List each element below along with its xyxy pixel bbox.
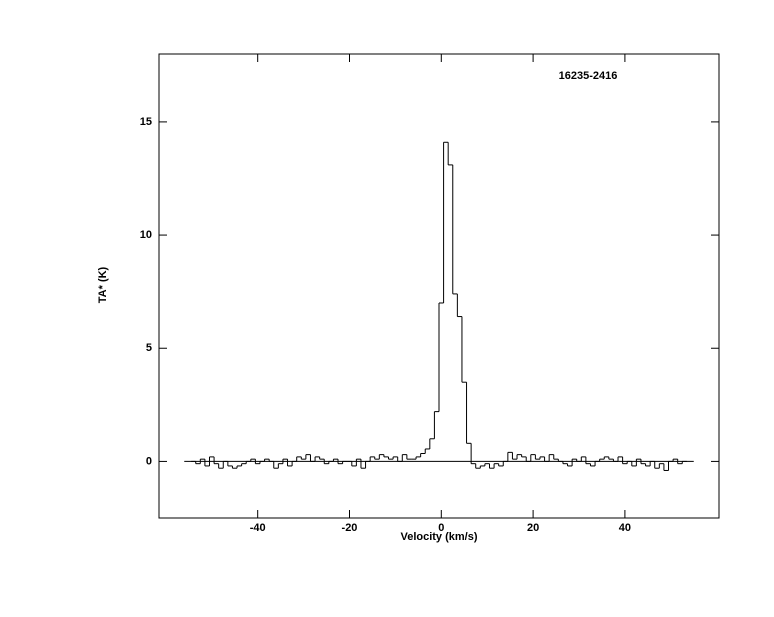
y-tick-label: 15 [140,116,152,128]
y-tick-label: 0 [146,455,152,467]
x-tick-label: 20 [527,522,539,534]
y-axis-label: TA* (K) [97,266,109,303]
y-tick-label: 10 [140,229,152,241]
x-tick-label: -20 [342,522,358,534]
annotation: 16235-2416 [559,70,618,82]
x-tick-label: 40 [619,522,631,534]
x-tick-label: -40 [250,522,266,534]
y-tick-label: 5 [146,342,152,354]
plot-frame [158,53,720,519]
x-axis-label: Velocity (km/s) [400,531,477,543]
x-tick-label: 0 [438,522,444,534]
